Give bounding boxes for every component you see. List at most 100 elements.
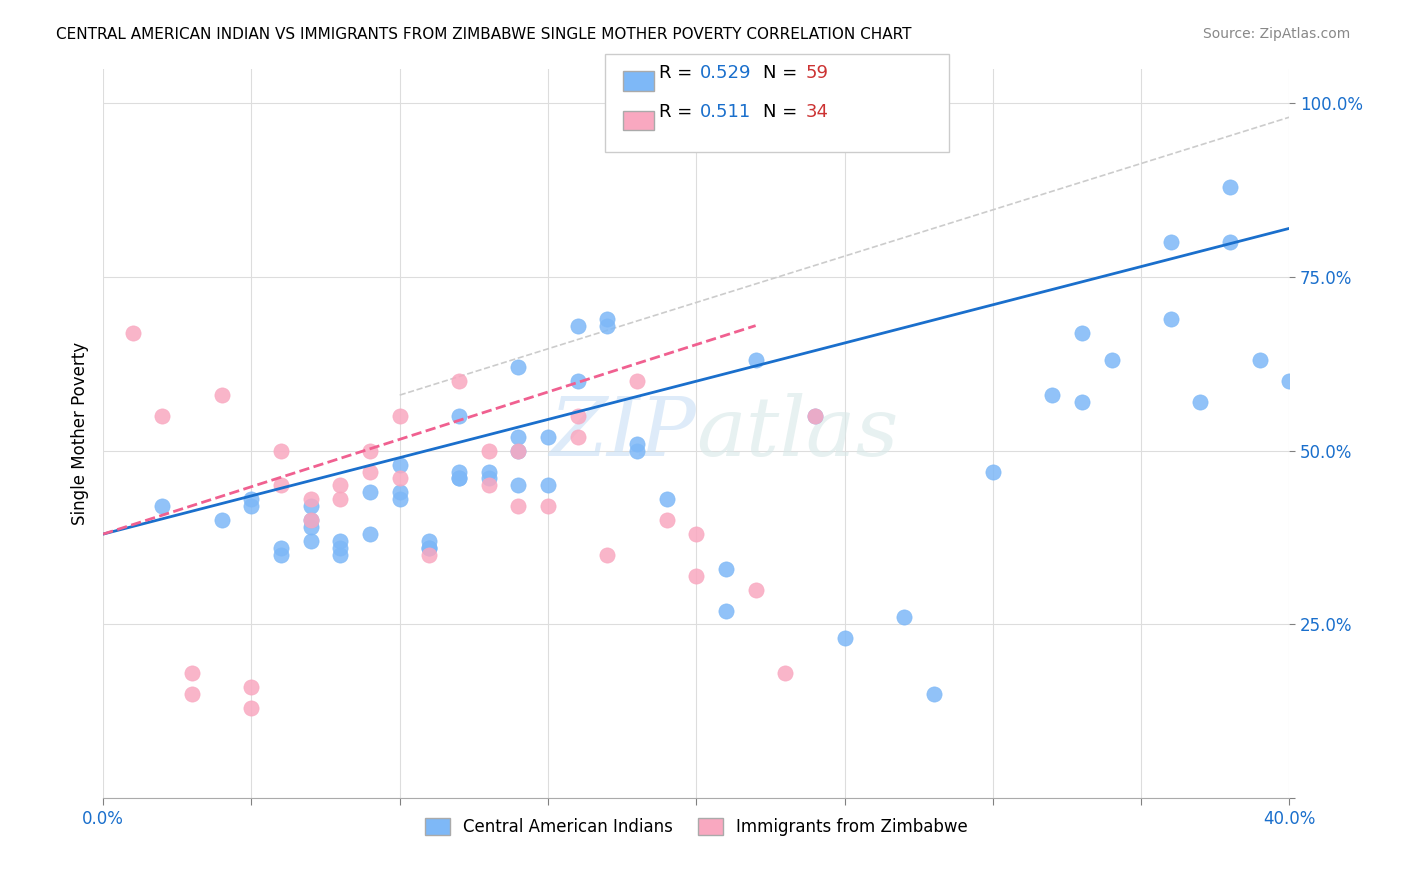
Point [567,409,589,423]
Point [418,548,440,562]
Point [567,430,589,444]
Point [299,492,322,507]
Point [744,353,766,368]
Text: CENTRAL AMERICAN INDIAN VS IMMIGRANTS FROM ZIMBABWE SINGLE MOTHER POVERTY CORREL: CENTRAL AMERICAN INDIAN VS IMMIGRANTS FR… [56,27,911,42]
Point [626,374,648,388]
Point [270,548,292,562]
Point [211,513,233,527]
Point [299,520,322,534]
Text: R =: R = [659,63,699,81]
Point [537,478,560,492]
Point [1249,353,1271,368]
Point [152,500,174,514]
Point [478,443,501,458]
Point [181,666,204,681]
Text: N =: N = [763,63,803,81]
Text: atlas: atlas [696,393,898,474]
Point [922,687,945,701]
Point [388,458,411,472]
Point [211,388,233,402]
Point [685,568,707,582]
Point [329,534,352,549]
Point [508,443,530,458]
Point [537,500,560,514]
Point [388,485,411,500]
Text: 59: 59 [806,63,828,81]
Point [447,471,470,485]
Point [329,541,352,555]
Point [714,603,737,617]
Point [418,534,440,549]
Point [388,492,411,507]
Point [388,471,411,485]
Point [834,632,856,646]
Point [567,318,589,333]
Point [418,541,440,555]
Point [655,513,678,527]
Text: 34: 34 [806,103,828,120]
Point [775,666,797,681]
Point [626,436,648,450]
Point [1070,326,1092,340]
Point [981,465,1004,479]
Point [478,478,501,492]
Point [359,527,381,541]
Legend: Central American Indians, Immigrants from Zimbabwe: Central American Indians, Immigrants fro… [416,810,976,845]
Point [270,443,292,458]
Text: ZIP: ZIP [550,393,696,474]
Point [804,409,827,423]
Text: N =: N = [763,103,803,120]
Point [508,443,530,458]
Point [655,492,678,507]
Point [1278,374,1301,388]
Point [240,701,263,715]
Point [744,582,766,597]
Point [685,527,707,541]
Point [508,478,530,492]
Point [596,311,619,326]
Point [447,471,470,485]
Point [1219,179,1241,194]
Point [508,360,530,375]
Point [152,409,174,423]
Point [447,374,470,388]
Point [240,492,263,507]
Point [329,478,352,492]
Point [299,513,322,527]
Point [567,374,589,388]
Point [508,430,530,444]
Point [388,409,411,423]
Text: Source: ZipAtlas.com: Source: ZipAtlas.com [1202,27,1350,41]
Point [537,430,560,444]
Point [1040,388,1063,402]
Text: 0.511: 0.511 [700,103,751,120]
Point [329,548,352,562]
Point [359,485,381,500]
Point [447,409,470,423]
Point [359,465,381,479]
Point [240,500,263,514]
Point [121,326,143,340]
Point [478,471,501,485]
Point [270,541,292,555]
Point [804,409,827,423]
Point [240,680,263,694]
Point [418,541,440,555]
Point [1160,311,1182,326]
Point [299,500,322,514]
Point [299,534,322,549]
Y-axis label: Single Mother Poverty: Single Mother Poverty [72,342,89,524]
Point [714,562,737,576]
Point [1219,235,1241,250]
Point [270,478,292,492]
Point [893,610,915,624]
Point [478,465,501,479]
Point [1189,395,1212,409]
Point [596,548,619,562]
Point [626,443,648,458]
Point [447,465,470,479]
Text: 0.529: 0.529 [700,63,752,81]
Point [181,687,204,701]
Text: R =: R = [659,103,699,120]
Point [329,492,352,507]
